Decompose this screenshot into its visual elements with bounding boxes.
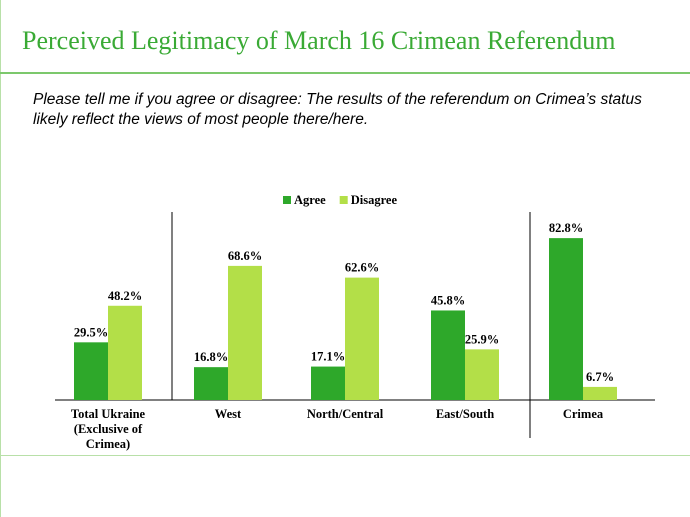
- legend-swatch: [339, 196, 348, 204]
- x-tick-label: West: [214, 407, 242, 421]
- value-label: 82.8%: [549, 221, 583, 235]
- legend-label: Disagree: [351, 193, 398, 207]
- bar: [108, 305, 142, 400]
- bar: [431, 310, 465, 400]
- value-label: 6.7%: [586, 370, 614, 384]
- bar: [311, 366, 345, 400]
- bar: [465, 349, 499, 400]
- divider: [0, 455, 690, 456]
- value-label: 62.6%: [345, 261, 379, 275]
- x-tick-label: East/South: [435, 407, 495, 421]
- value-label: 25.9%: [465, 332, 499, 346]
- border: [0, 0, 1, 517]
- value-label: 29.5%: [74, 325, 108, 339]
- bar: [583, 386, 617, 400]
- bar: [549, 238, 583, 400]
- value-label: 48.2%: [108, 289, 142, 303]
- bar: [345, 277, 379, 400]
- bar: [74, 342, 108, 400]
- value-label: 68.6%: [228, 249, 262, 263]
- value-label: 45.8%: [431, 293, 465, 307]
- divider: [0, 72, 690, 74]
- bar: [194, 367, 228, 400]
- x-tick-label: Total Ukraine (Exclusive of Crimea): [70, 407, 146, 451]
- x-tick-label: Crimea: [562, 407, 604, 421]
- bar: [228, 265, 262, 400]
- value-label: 17.1%: [311, 350, 345, 364]
- chart-subtitle: Please tell me if you agree or disagree:…: [33, 91, 642, 128]
- legend-label: Agree: [294, 193, 326, 207]
- chart-title: Perceived Legitimacy of March 16 Crimean…: [22, 26, 616, 55]
- x-tick-label: North/Central: [306, 407, 384, 421]
- legend-swatch: [283, 196, 291, 204]
- value-label: 16.8%: [194, 350, 228, 364]
